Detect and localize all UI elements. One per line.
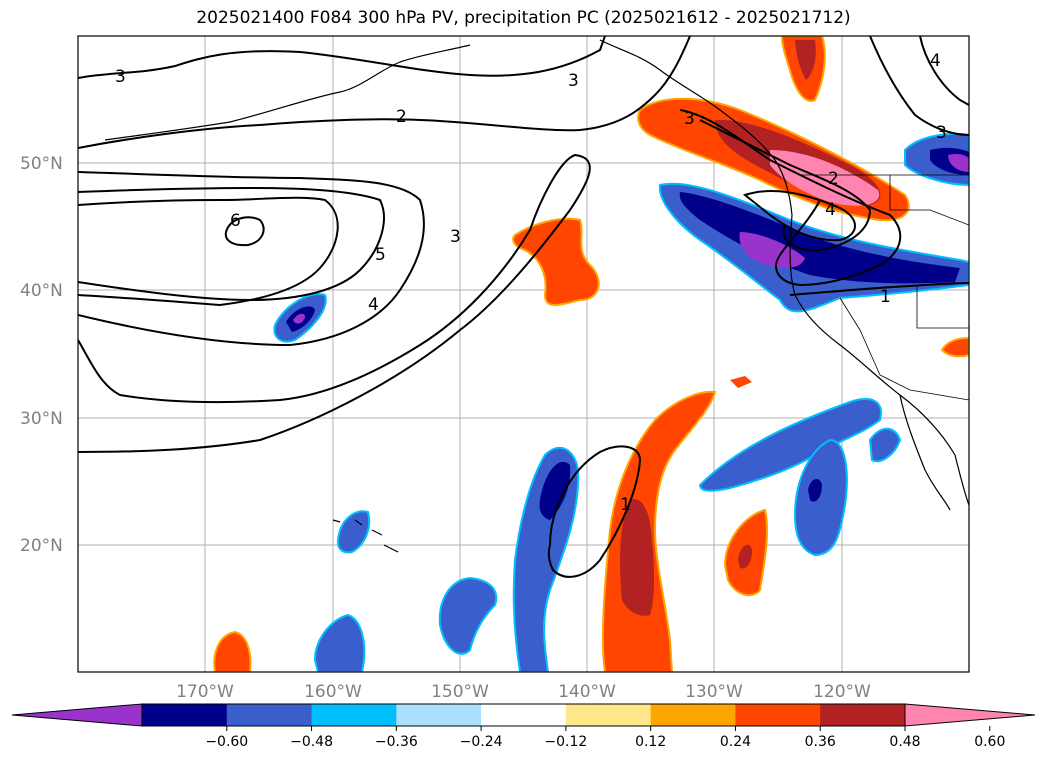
lat-label: 20°N <box>20 536 63 556</box>
pv-contour-4 <box>78 171 425 347</box>
colorbar-bin <box>396 704 482 726</box>
pv-contour-3-main <box>78 153 591 453</box>
pv-contour-2-north <box>699 119 872 252</box>
map-title: 2025021400 F084 300 hPa PV, precipitatio… <box>196 8 851 28</box>
lon-label: 160°W <box>304 682 362 702</box>
colorbar-tick-label: −0.12 <box>544 734 587 750</box>
contour-label: 4 <box>825 200 836 220</box>
lon-label: 120°W <box>813 682 871 702</box>
precipitation-shading <box>213 36 969 672</box>
pv-contour-nw-loop <box>78 196 339 307</box>
colorbar-bin <box>311 704 397 726</box>
precip-negative-baja <box>698 398 882 492</box>
latitude-labels: 50°N 40°N 30°N 20°N <box>20 154 63 556</box>
colorbar-tick-label: −0.24 <box>460 734 503 750</box>
contour-label: 6 <box>230 211 241 231</box>
colorbar-tick-label: −0.48 <box>290 734 333 750</box>
precip-negative-hawaii <box>336 510 371 554</box>
precip-positive-central <box>512 217 600 306</box>
contour-label: 3 <box>450 227 461 247</box>
contour-label: 3 <box>936 123 947 143</box>
pv-contour-1-subtropical <box>547 445 642 578</box>
coastlines <box>104 39 969 553</box>
contour-label: 4 <box>930 51 941 71</box>
lon-label: 130°W <box>685 682 743 702</box>
colorbar-extend-high <box>904 703 1036 727</box>
pv-contours <box>78 36 969 578</box>
pv-contour-1-north <box>679 109 902 287</box>
pv-contour-6 <box>224 216 265 247</box>
colorbar-tick-label: 0.48 <box>889 734 920 750</box>
contour-label: 1 <box>620 495 631 515</box>
contour-label: 2 <box>396 107 407 127</box>
precip-positive-subtropical <box>601 390 717 672</box>
lon-label: 150°W <box>431 682 489 702</box>
precip-positive-pacific-northwest-max <box>770 150 880 206</box>
colorbar-bins <box>11 703 1036 727</box>
contour-label: 3 <box>568 71 579 91</box>
pv-contour-1-east <box>789 282 969 296</box>
colorbar-bin <box>820 704 906 726</box>
pv-contour-2 <box>78 36 691 149</box>
contour-label: 3 <box>115 67 126 87</box>
colorbar-bin <box>142 704 228 726</box>
colorbar-tick-label: 0.24 <box>720 734 751 750</box>
precip-negative-subtropical <box>512 446 580 672</box>
colorbar-extend-low <box>11 703 143 727</box>
colorbar-tick-label: 0.12 <box>635 734 666 750</box>
pv-contour-3-northeast <box>869 36 969 136</box>
colorbar-frame <box>141 703 906 727</box>
colorbar-tick-label: −0.60 <box>205 734 248 750</box>
contour-label: 2 <box>828 169 839 189</box>
lon-label: 170°W <box>176 682 234 702</box>
pv-contour-3-north <box>78 36 606 79</box>
lat-label: 50°N <box>20 154 63 174</box>
lat-label: 40°N <box>20 281 63 301</box>
borders <box>800 174 969 401</box>
lat-label: 30°N <box>20 409 63 429</box>
contour-label: 4 <box>368 295 379 315</box>
colorbar-tick-label: 0.36 <box>805 734 836 750</box>
colorbar-bin <box>650 704 736 726</box>
colorbar-tick-label: −0.36 <box>375 734 418 750</box>
colorbar-ticks: −0.60 −0.48 −0.36 −0.24 −0.12 0.12 0.24 0.36 0.4… <box>205 726 1005 750</box>
contour-label: 3 <box>684 109 695 129</box>
pv-contour-4-northeast <box>919 36 969 106</box>
colorbar-bin <box>226 704 313 726</box>
map-frame <box>77 35 970 673</box>
longitude-labels: 170°W 160°W 150°W 140°W 130°W 120°W <box>176 682 871 702</box>
precip-negative-baja-core <box>793 438 848 557</box>
colorbar: −0.60 −0.48 −0.36 −0.24 −0.12 0.12 0.24 0.36 0.4… <box>11 703 1036 750</box>
pv-contour-4-north <box>742 189 856 242</box>
colorbar-bin <box>565 704 652 726</box>
contour-labels: 3 3 3 3 2 2 6 5 3 4 4 1 1 4 <box>115 51 947 515</box>
lon-label: 140°W <box>558 682 616 702</box>
colorbar-bin <box>481 704 567 726</box>
contour-label: 1 <box>880 287 891 307</box>
contour-label: 5 <box>375 245 386 265</box>
pv-contour-5 <box>78 186 385 302</box>
colorbar-bin <box>735 704 821 726</box>
colorbar-tick-label: 0.60 <box>974 734 1005 750</box>
